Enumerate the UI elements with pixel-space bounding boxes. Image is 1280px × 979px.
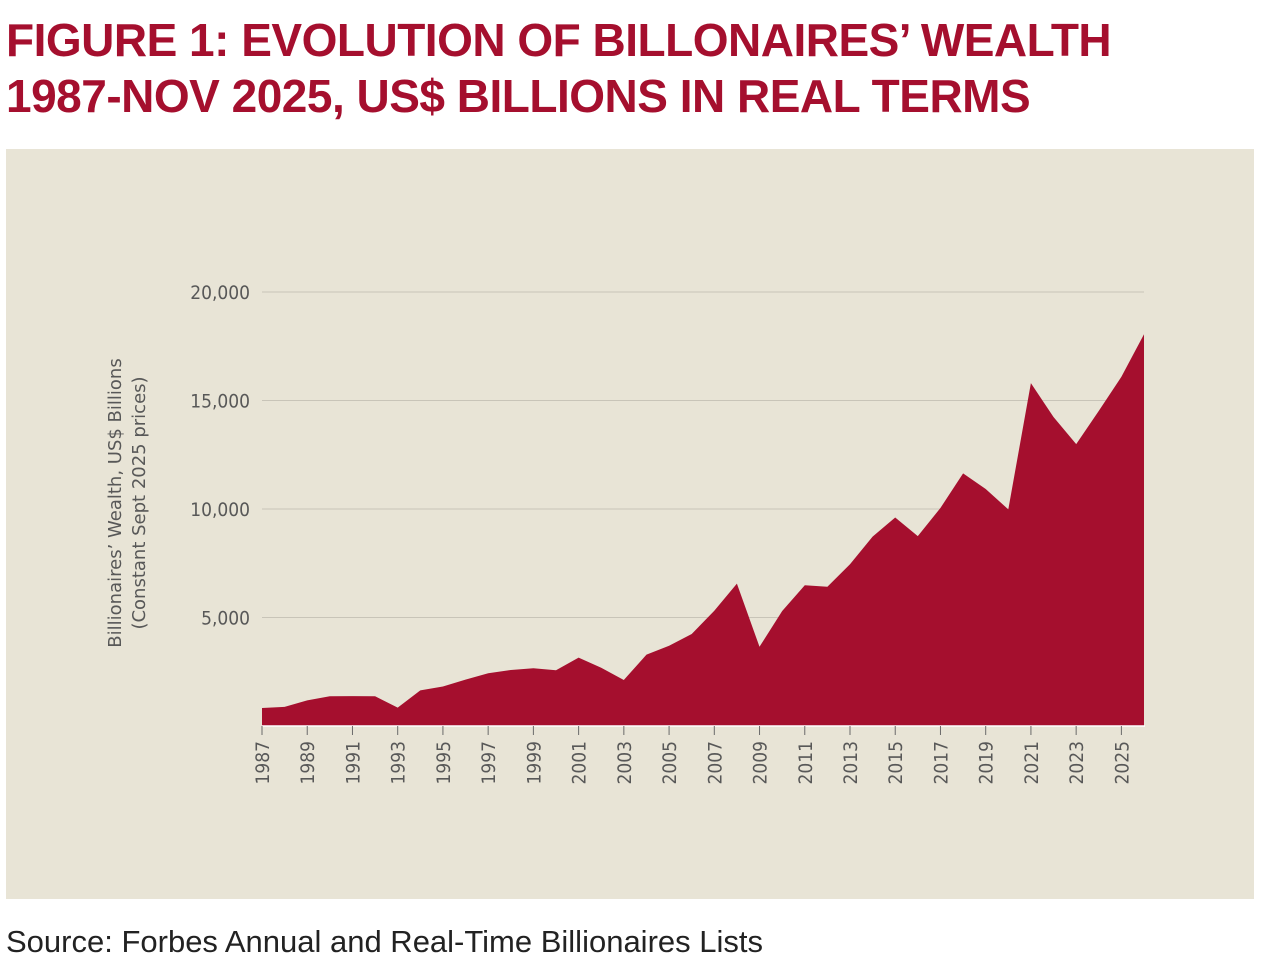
chart-title-line-1: FIGURE 1: EVOLUTION OF BILLONAIRES’ WEAL… (6, 14, 1112, 66)
x-tick-label: 1995 (433, 741, 455, 785)
x-axis-ticks: 1987 1989 1991 1993 1995 1997 1999 2001 2003 2005… (252, 725, 1145, 785)
x-tick-label: 2015 (885, 741, 907, 785)
area-series (262, 334, 1144, 726)
x-tick-label: 2021 (1021, 741, 1043, 785)
y-axis-label: Billionaires’ Wealth, US$ Billions (Cons… (105, 358, 150, 647)
x-tick-label: 2001 (569, 741, 591, 785)
x-tick-label: 2023 (1066, 741, 1088, 785)
x-tick-label: 2009 (750, 741, 772, 785)
chart-title: FIGURE 1: EVOLUTION OF BILLONAIRES’ WEAL… (6, 12, 1112, 124)
x-tick-label: 1997 (478, 741, 500, 785)
y-axis-ticks: 5,000 10,000 15,000 20,000 (190, 282, 250, 630)
y-axis-label-line-2: (Constant Sept 2025 prices) (129, 376, 150, 629)
x-tick-label: 1987 (252, 741, 274, 785)
x-tick-label: 1989 (297, 741, 319, 785)
x-tick-label: 2005 (659, 741, 681, 785)
x-tick-label: 2013 (840, 741, 862, 785)
x-tick-label: 2025 (1111, 741, 1133, 785)
x-tick-label: 2017 (930, 741, 952, 785)
x-tick-label: 2007 (704, 741, 726, 785)
y-tick-label: 5,000 (201, 608, 250, 630)
wealth-area (262, 334, 1144, 726)
y-tick-label: 10,000 (190, 499, 250, 521)
x-tick-label: 1991 (342, 741, 364, 785)
chart-title-line-2: 1987-NOV 2025, US$ BILLIONS IN REAL TERM… (6, 70, 1031, 122)
y-tick-label: 15,000 (190, 391, 250, 413)
y-tick-label: 20,000 (190, 282, 250, 304)
y-axis-label-line-1: Billionaires’ Wealth, US$ Billions (105, 358, 126, 647)
x-tick-label: 1999 (523, 741, 545, 785)
x-tick-label: 2003 (614, 741, 636, 785)
x-tick-label: 1993 (388, 741, 410, 785)
source-note: Source: Forbes Annual and Real-Time Bill… (6, 924, 763, 959)
x-tick-label: 2019 (976, 741, 998, 785)
x-tick-label: 2011 (795, 741, 817, 785)
